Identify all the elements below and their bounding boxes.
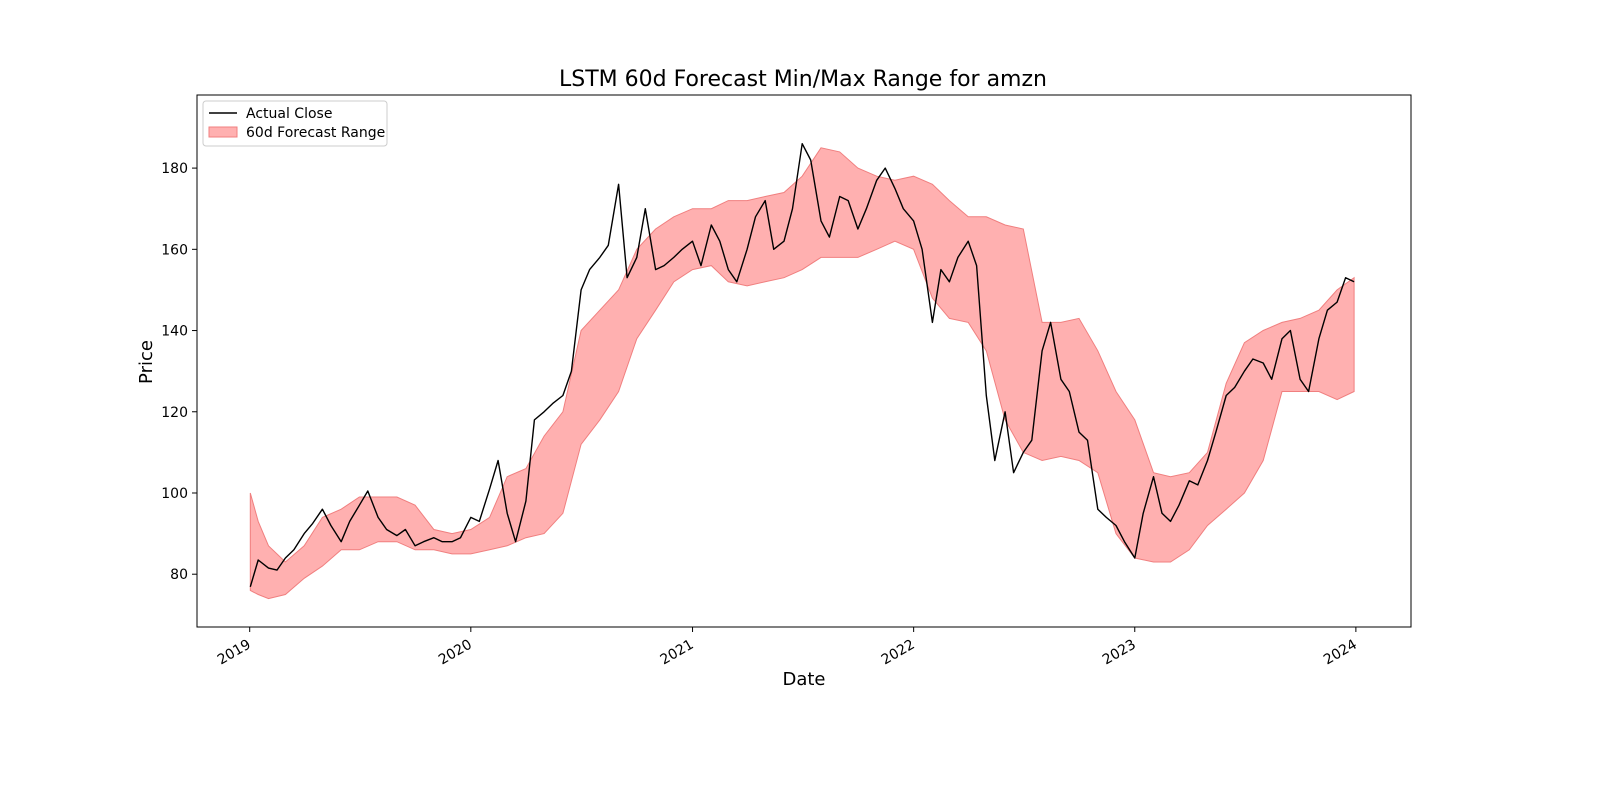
x-axis-label: Date [782,669,825,690]
y-tick-label: 100 [161,486,188,502]
y-tick-label: 120 [161,405,188,421]
forecast-range-band-group [249,147,1355,600]
y-tick-label: 160 [161,242,188,258]
x-tick-label: 2021 [658,637,697,669]
forecast-range-area [249,147,1355,600]
actual-close-line [249,142,1355,587]
chart-title: LSTM 60d Forecast Min/Max Range for amzn [559,67,1047,92]
y-axis: 80 100 120 140 160 180 [161,161,197,583]
legend: Actual Close 60d Forecast Range [202,100,388,147]
x-tick-label: 2019 [215,637,254,669]
x-tick-label: 2020 [436,637,475,669]
legend-box [202,100,388,147]
plot-area [249,142,1355,600]
actual-close-line-group [249,142,1355,587]
legend-label-actual-close: Actual Close [246,106,332,122]
y-axis-label: Price [136,340,157,384]
y-tick-label: 180 [161,161,188,177]
x-tick-label: 2023 [1100,637,1139,669]
legend-label-forecast-range: 60d Forecast Range [246,125,385,141]
x-tick-label: 2024 [1321,637,1360,669]
x-axis: 2019 2020 2021 2022 2023 2024 [215,627,1360,668]
y-tick-label: 80 [170,567,188,583]
plot-frame [196,94,1412,628]
legend-swatch-forecast-range [208,126,238,138]
x-tick-label: 2022 [879,637,918,669]
y-tick-label: 140 [161,324,188,340]
